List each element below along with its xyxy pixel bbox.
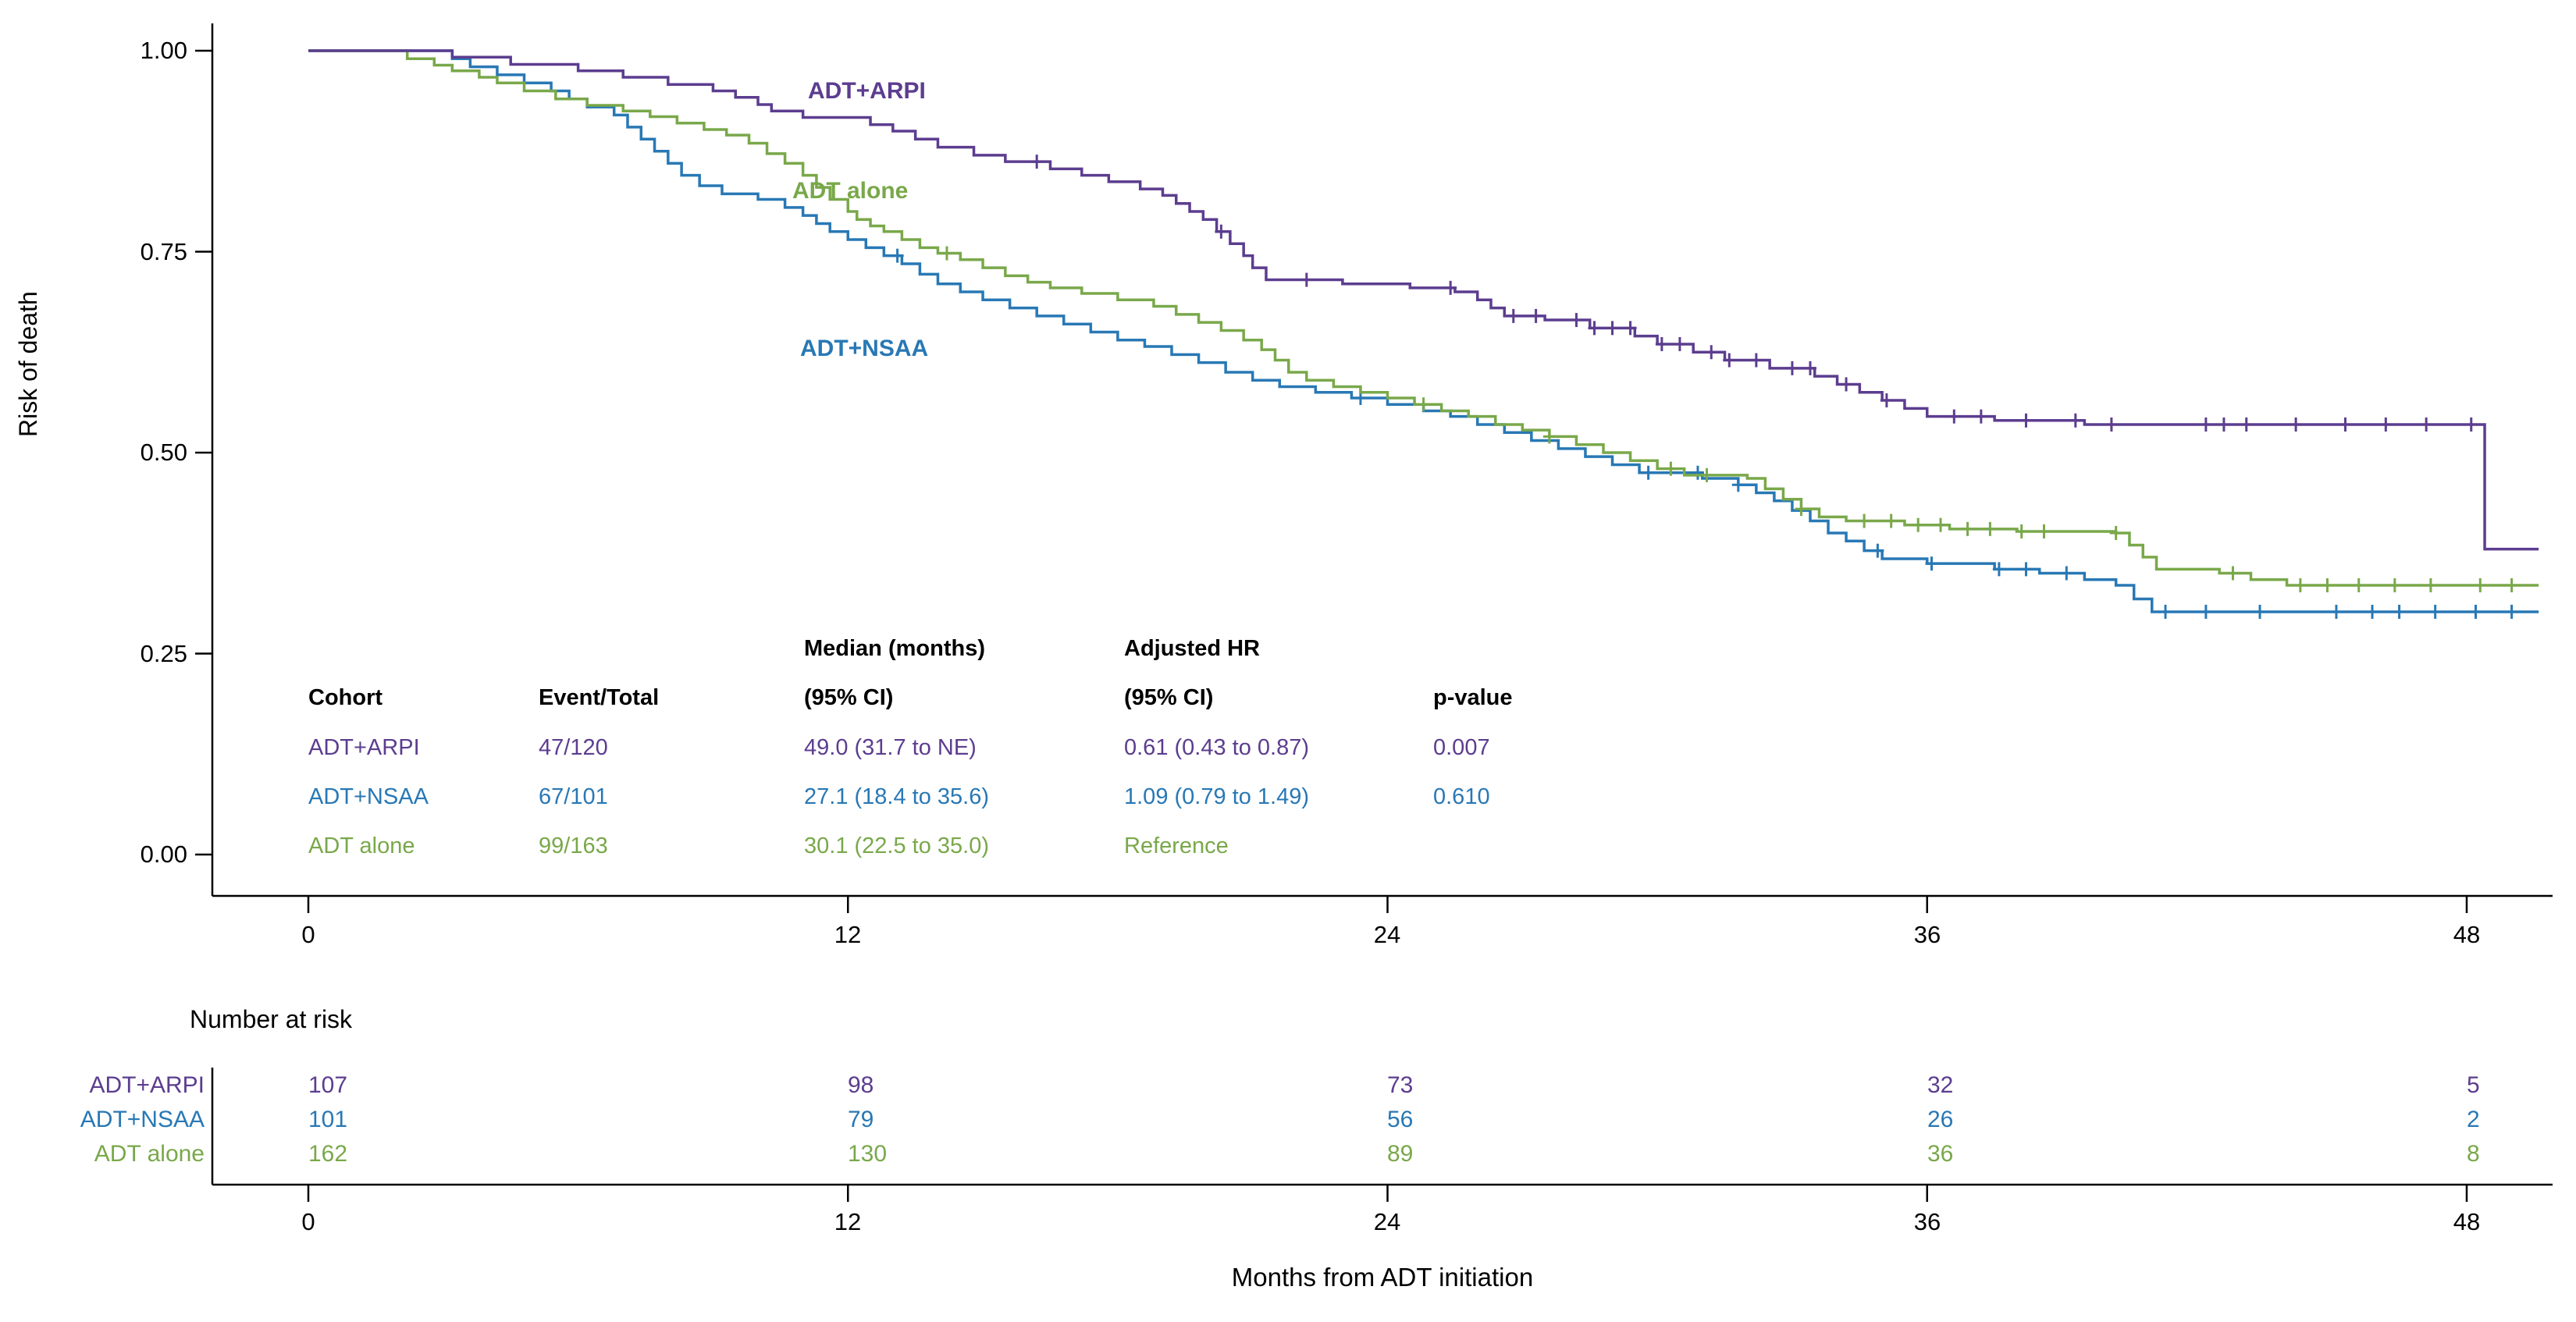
risk-value: 107 — [308, 1072, 348, 1098]
risk-value: 162 — [308, 1141, 348, 1167]
y-tick-label: 0.00 — [140, 840, 187, 868]
stats-header-event-total: Event/Total — [539, 685, 660, 710]
km-curve-adt-alone — [308, 49, 2539, 587]
bottom-x-tick-label: 48 — [2453, 1208, 2481, 1235]
risk-value: 5 — [2467, 1072, 2480, 1098]
risk-value: 101 — [308, 1107, 348, 1132]
y-tick-label: 0.75 — [140, 238, 187, 265]
stats-cell-event-total: 47/120 — [539, 735, 608, 760]
bottom-x-tick-label: 36 — [1913, 1208, 1941, 1235]
stats-header-median-ci: (95% CI) — [804, 685, 894, 710]
risk-row-label: ADT alone — [94, 1141, 205, 1167]
risk-value: 130 — [848, 1141, 888, 1167]
stats-cell-median: 49.0 (31.7 to NE) — [804, 735, 977, 760]
y-axis-label: Risk of death — [14, 291, 42, 437]
stats-cell-event-total: 99/163 — [539, 833, 608, 858]
stats-cell-event-total: 67/101 — [539, 784, 608, 809]
stats-cell-cohort: ADT+NSAA — [308, 784, 429, 809]
stats-cell-cohort: ADT alone — [308, 833, 415, 858]
x-tick-label: 48 — [2453, 921, 2481, 948]
curve-label-adt-nsaa: ADT+NSAA — [800, 336, 929, 361]
y-tick-label: 0.50 — [140, 439, 187, 466]
y-tick-label: 1.00 — [140, 37, 187, 64]
bottom-x-tick-label: 0 — [301, 1208, 315, 1235]
risk-value: 8 — [2467, 1141, 2480, 1167]
stats-header-hr-ci: (95% CI) — [1124, 685, 1214, 710]
stats-cell-median: 27.1 (18.4 to 35.6) — [804, 784, 989, 809]
stats-cell-hr: 0.61 (0.43 to 0.87) — [1124, 735, 1309, 760]
risk-value: 89 — [1387, 1141, 1414, 1167]
stats-header-adjusted-hr: Adjusted HR — [1124, 636, 1260, 661]
curve-label-adt-alone: ADT alone — [792, 178, 909, 204]
stats-header-cohort: Cohort — [308, 685, 383, 710]
risk-value: 56 — [1387, 1107, 1414, 1132]
risk-value: 79 — [848, 1107, 874, 1132]
x-tick-label: 0 — [301, 921, 315, 948]
risk-value: 2 — [2467, 1107, 2480, 1132]
x-tick-label: 24 — [1373, 921, 1401, 948]
bottom-x-tick-label: 24 — [1373, 1208, 1401, 1235]
stats-header-median: Median (months) — [804, 636, 985, 661]
stats-cell-pvalue: 0.007 — [1433, 735, 1490, 760]
stats-cell-pvalue: 0.610 — [1433, 784, 1490, 809]
bottom-x-tick-label: 12 — [834, 1208, 862, 1235]
risk-value: 26 — [1927, 1107, 1954, 1132]
km-curve-adt-nsaa — [308, 49, 2539, 613]
number-at-risk-title: Number at risk — [190, 1005, 353, 1033]
risk-value: 32 — [1927, 1072, 1954, 1098]
risk-row-label: ADT+ARPI — [89, 1072, 205, 1098]
curve-label-adt-arpi: ADT+ARPI — [808, 78, 926, 104]
stats-cell-hr: Reference — [1124, 833, 1229, 858]
risk-value: 98 — [848, 1072, 874, 1098]
x-tick-label: 12 — [834, 921, 862, 948]
x-axis-label: Months from ADT initiation — [1231, 1263, 1534, 1292]
stats-header-pvalue: p-value — [1433, 685, 1513, 710]
x-tick-label: 36 — [1913, 921, 1941, 948]
km-curve-adt-arpi — [308, 49, 2539, 551]
stats-cell-hr: 1.09 (0.79 to 1.49) — [1124, 784, 1309, 809]
risk-value: 36 — [1927, 1141, 1954, 1167]
risk-value: 73 — [1387, 1072, 1414, 1098]
stats-cell-median: 30.1 (22.5 to 35.0) — [804, 833, 989, 858]
stats-cell-cohort: ADT+ARPI — [308, 735, 420, 760]
y-tick-label: 0.25 — [140, 640, 187, 667]
risk-row-label: ADT+NSAA — [80, 1107, 205, 1132]
